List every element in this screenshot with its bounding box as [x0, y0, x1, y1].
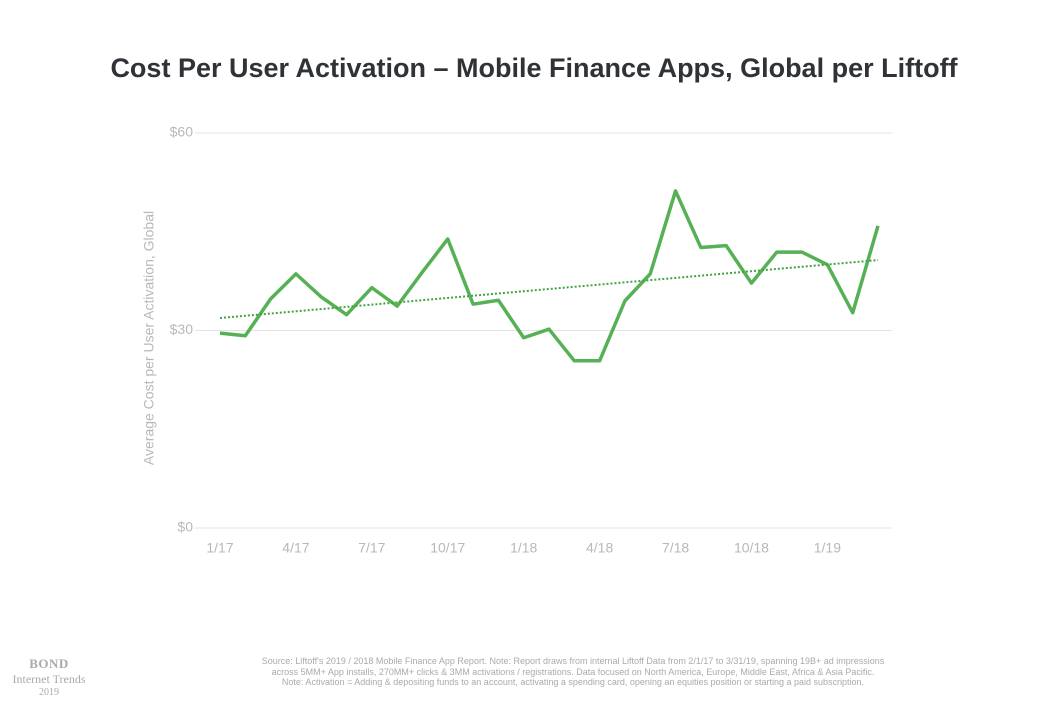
x-tick-label: 1/18	[510, 540, 537, 556]
source-line: across 5MM+ App installs, 270MM+ clicks …	[271, 666, 875, 677]
y-tick-label: $30	[170, 321, 194, 337]
brand-subtitle: Internet Trends	[12, 672, 86, 686]
y-tick-label: $60	[170, 124, 194, 140]
x-tick-label: 4/18	[586, 540, 613, 556]
chart: Cost Per User Activation – Mobile Financ…	[0, 53, 1047, 649]
footer-brand: BOND Internet Trends 2019	[8, 656, 90, 698]
data-line	[219, 189, 880, 363]
chart-title: Cost Per User Activation – Mobile Financ…	[110, 53, 958, 83]
trend-line	[219, 259, 879, 319]
x-tick-label: 1/19	[814, 540, 841, 556]
brand-year: 2019	[39, 687, 59, 698]
y-axis-label: Average Cost per User Activation, Global	[141, 211, 157, 465]
x-tick-label: 10/17	[430, 540, 465, 556]
x-tick-label: 7/17	[358, 540, 385, 556]
source-note: Source: Liftoff's 2019 / 2018 Mobile Fin…	[170, 656, 976, 688]
brand-name: BOND	[29, 656, 69, 671]
x-tick-label: 7/18	[662, 540, 689, 556]
x-tick-label: 10/18	[734, 540, 769, 556]
x-tick-label: 4/17	[282, 540, 309, 556]
source-line: Note: Activation = Adding & depositing f…	[281, 677, 865, 687]
source-line: Source: Liftoff's 2019 / 2018 Mobile Fin…	[261, 656, 885, 666]
x-tick-label: 1/17	[206, 540, 233, 556]
y-tick-label: $0	[177, 519, 193, 535]
